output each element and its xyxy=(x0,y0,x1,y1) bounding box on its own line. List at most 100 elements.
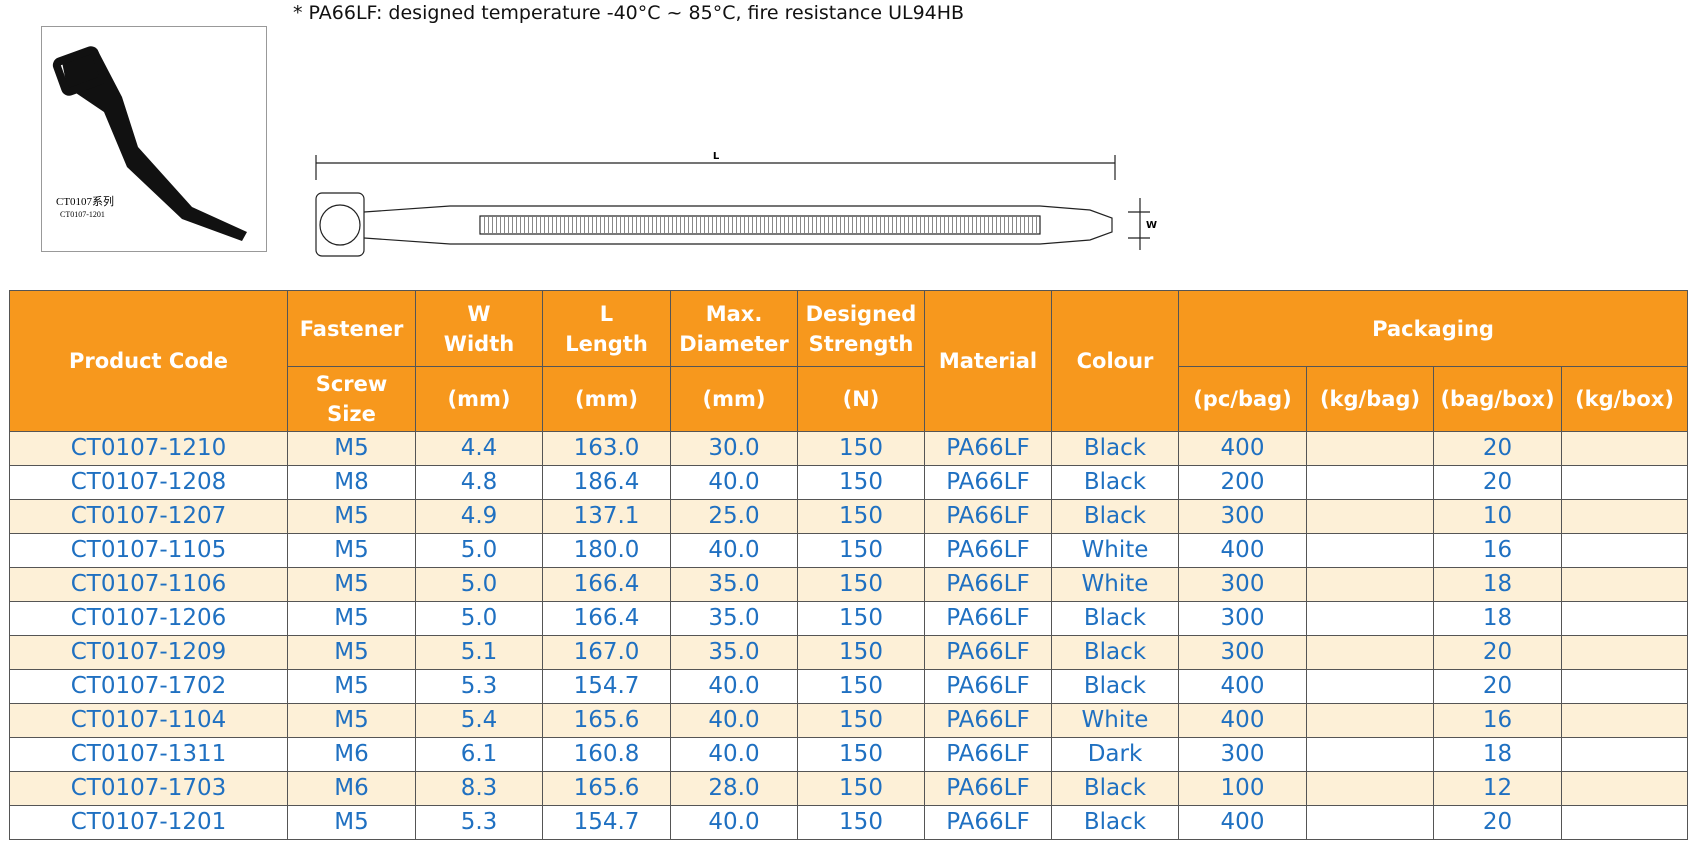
header-text: Size xyxy=(327,402,376,426)
table-row: CT0107-1201 M5 5.3 154.7 40.0 150 PA66LF Black 4… xyxy=(9,805,1689,840)
header-cell: (pc/bag) xyxy=(1178,366,1307,432)
table-cell: 5.0 xyxy=(415,567,543,602)
table-cell: Black xyxy=(1051,771,1179,806)
table-cell: CT0107-1106 xyxy=(9,567,288,602)
table-cell: 150 xyxy=(797,601,925,636)
header-cell: Screw Size xyxy=(287,366,416,432)
table-cell: CT0107-1311 xyxy=(9,737,288,772)
table-cell: 167.0 xyxy=(542,635,671,670)
table-cell: PA66LF xyxy=(924,533,1052,568)
table-cell: 300 xyxy=(1178,567,1307,602)
table-cell: Black xyxy=(1051,431,1179,466)
table-cell: 154.7 xyxy=(542,669,671,704)
table-cell: 20 xyxy=(1433,465,1562,500)
header-cell: (mm) xyxy=(415,366,543,432)
table-cell: CT0107-1201 xyxy=(9,805,288,840)
table-cell: 166.4 xyxy=(542,567,671,602)
table-cell: 16 xyxy=(1433,703,1562,738)
table-cell xyxy=(1560,703,1689,738)
photo-subcaption: CT0107-1201 xyxy=(60,210,105,219)
header-text: Length xyxy=(565,331,648,356)
table-row: CT0107-1210 M5 4.4 163.0 30.0 150 PA66LF Black 4… xyxy=(9,431,1689,466)
header-text: Max. xyxy=(705,301,763,326)
table-cell: 40.0 xyxy=(670,533,798,568)
table-cell: PA66LF xyxy=(924,431,1052,466)
table-cell: 40.0 xyxy=(670,703,798,738)
table-cell: M5 xyxy=(287,635,416,670)
table-cell: 150 xyxy=(797,771,925,806)
table-cell: 20 xyxy=(1433,669,1562,704)
table-cell: 20 xyxy=(1433,635,1562,670)
photo-caption: CT0107系列 xyxy=(56,194,114,208)
header-cell: W Width xyxy=(415,290,543,367)
table-cell: CT0107-1703 xyxy=(9,771,288,806)
table-cell xyxy=(1560,771,1689,806)
width-label: W xyxy=(1146,220,1157,231)
table-cell: 150 xyxy=(797,805,925,840)
header-text: Screw xyxy=(315,372,388,396)
table-cell xyxy=(1306,465,1434,500)
table-cell: M5 xyxy=(287,533,416,568)
table-cell: PA66LF xyxy=(924,805,1052,840)
table-cell: 35.0 xyxy=(670,601,798,636)
table-cell: 35.0 xyxy=(670,567,798,602)
table-cell: M5 xyxy=(287,567,416,602)
table-row: CT0107-1106 M5 5.0 166.4 35.0 150 PA66LF White 3… xyxy=(9,567,1689,602)
header-cell: Packaging xyxy=(1177,290,1689,367)
table-cell: 300 xyxy=(1178,601,1307,636)
table-cell: 100 xyxy=(1178,771,1307,806)
table-cell xyxy=(1560,431,1689,466)
table-cell xyxy=(1560,567,1689,602)
table-cell: PA66LF xyxy=(924,771,1052,806)
table-row: CT0107-1311 M6 6.1 160.8 40.0 150 PA66LF Dark 30… xyxy=(9,737,1689,772)
table-cell: CT0107-1702 xyxy=(9,669,288,704)
header-text: (kg/bag) xyxy=(1319,387,1421,411)
table-row: CT0107-1104 M5 5.4 165.6 40.0 150 PA66LF White 4… xyxy=(9,703,1689,738)
header-cell: L Length xyxy=(542,290,671,367)
table-cell: 18 xyxy=(1433,737,1562,772)
header-text: Material xyxy=(938,349,1038,373)
table-cell xyxy=(1560,533,1689,568)
header-text: (mm) xyxy=(702,387,766,411)
table-cell: 300 xyxy=(1178,737,1307,772)
table-cell: M5 xyxy=(287,703,416,738)
table-cell xyxy=(1306,635,1434,670)
header-text: Packaging xyxy=(1372,316,1494,341)
table-cell: 400 xyxy=(1178,669,1307,704)
table-cell: 40.0 xyxy=(670,465,798,500)
header-text: Product Code xyxy=(68,349,229,373)
table-cell: M5 xyxy=(287,499,416,534)
table-cell: M6 xyxy=(287,737,416,772)
table-cell: M5 xyxy=(287,805,416,840)
table-cell: Black xyxy=(1051,805,1179,840)
table-cell: 165.6 xyxy=(542,771,671,806)
table-cell xyxy=(1560,465,1689,500)
table-cell: 150 xyxy=(797,737,925,772)
header-text: Strength xyxy=(808,331,914,356)
table-cell: 4.4 xyxy=(415,431,543,466)
table-row: CT0107-1209 M5 5.1 167.0 35.0 150 PA66LF Black 3… xyxy=(9,635,1689,670)
table-cell: 166.4 xyxy=(542,601,671,636)
header-text: Colour xyxy=(1076,349,1154,373)
header-cell: Designed Strength xyxy=(797,290,925,367)
table-cell xyxy=(1306,567,1434,602)
header-row: Product Code Fastener W Width L Length Max. Dia… xyxy=(9,290,1689,432)
table-row: CT0107-1702 M5 5.3 154.7 40.0 150 PA66LF Black 4… xyxy=(9,669,1689,704)
table-cell: 150 xyxy=(797,567,925,602)
header-text: Fastener xyxy=(299,316,404,341)
table-cell: 6.1 xyxy=(415,737,543,772)
table-cell: 186.4 xyxy=(542,465,671,500)
table-cell: 137.1 xyxy=(542,499,671,534)
header-text: (mm) xyxy=(447,387,511,411)
table-row: CT0107-1206 M5 5.0 166.4 35.0 150 PA66LF Black 3… xyxy=(9,601,1689,636)
table-cell: 10 xyxy=(1433,499,1562,534)
header-text: L xyxy=(599,301,614,326)
table-cell: 20 xyxy=(1433,431,1562,466)
table-cell: 5.3 xyxy=(415,805,543,840)
header-cell: (mm) xyxy=(542,366,671,432)
table-cell: 154.7 xyxy=(542,805,671,840)
table-cell: M6 xyxy=(287,771,416,806)
table-cell: 5.0 xyxy=(415,533,543,568)
table-cell: 40.0 xyxy=(670,805,798,840)
